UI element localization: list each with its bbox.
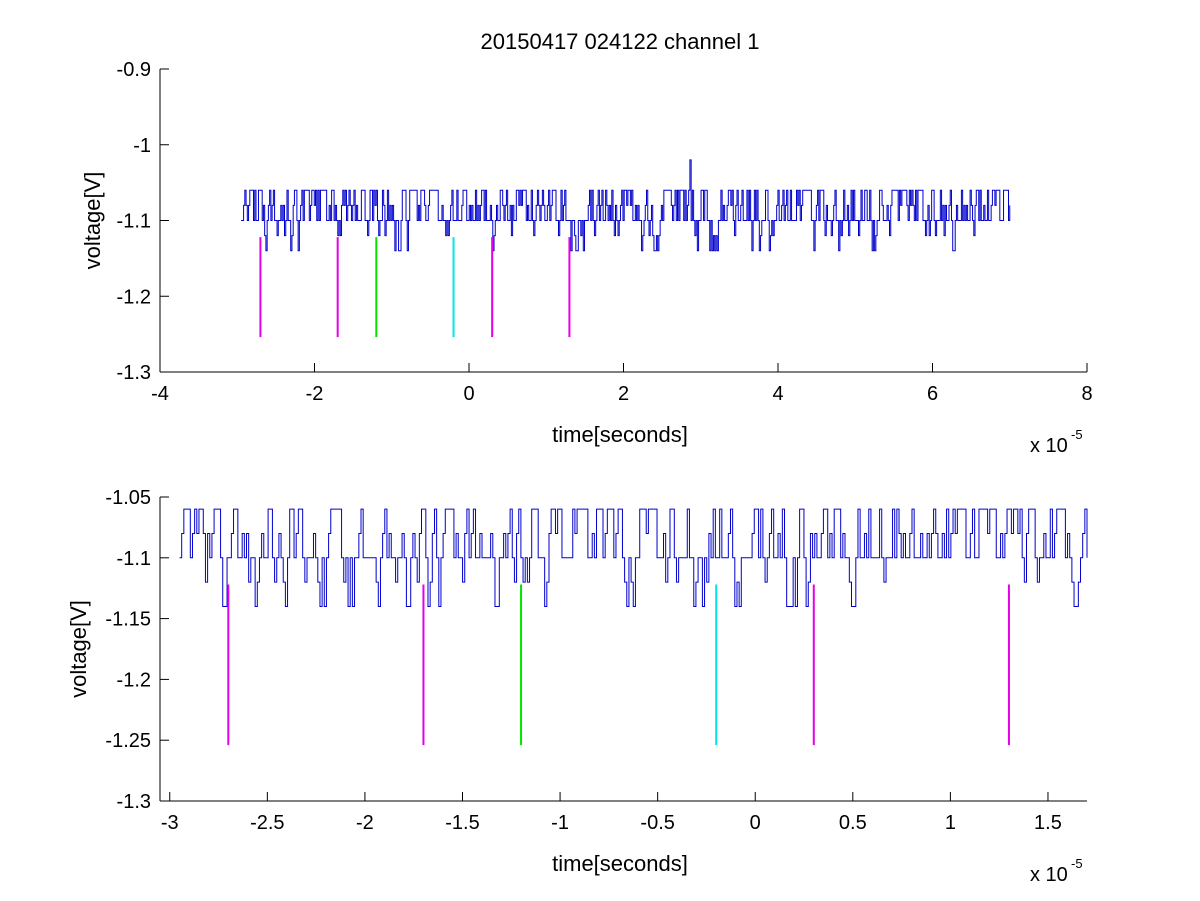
x-tick-label: -4 [151, 383, 169, 405]
plot-1: -4 -2 0 2 4 6 8 -1.3 -1.2 -1.1 -1 -0.9 time[seconds]… [80, 59, 1093, 457]
y-tick-label: -1.1 [117, 211, 151, 233]
x-tick-label: 0 [463, 383, 474, 405]
x-tick-label: -2 [306, 383, 324, 405]
x-tick-label: -1.5 [445, 812, 479, 834]
series-line [241, 159, 1011, 252]
y-tick-label: -1.25 [105, 730, 151, 752]
y-tick-label: -1 [133, 135, 151, 157]
x-tick-label: 6 [927, 383, 938, 405]
y-axis-label: voltage[V] [66, 600, 91, 698]
x-tick-label: 1 [945, 812, 956, 834]
x-tick-label: -2 [356, 812, 374, 834]
x-tick-label: 0.5 [839, 812, 867, 834]
x-tick-label: 4 [772, 383, 783, 405]
y-tick-label: -1.2 [117, 286, 151, 308]
x-axis-label: time[seconds] [552, 851, 688, 876]
x-tick-label: -0.5 [640, 812, 674, 834]
x-tick-label: 0 [750, 812, 761, 834]
x-tick-label: 8 [1081, 383, 1092, 405]
x-multiplier-exponent: -5 [1071, 427, 1083, 442]
x-tick-label: 2 [618, 383, 629, 405]
x-tick-label: -2.5 [250, 812, 284, 834]
x-multiplier-label: x 10 [1030, 864, 1068, 886]
y-tick-label: -1.2 [117, 669, 151, 691]
y-tick-label: -1.1 [117, 548, 151, 570]
y-tick-label: -1.15 [105, 609, 151, 631]
x-multiplier-exponent: -5 [1071, 856, 1083, 871]
y-tick-label: -1.3 [117, 791, 151, 813]
x-axis-label: time[seconds] [552, 422, 688, 447]
plot-2: -3 -2.5 -2 -1.5 -1 -0.5 0 0.5 1 1.5 -1.3 -1.25 -1.2 -… [66, 487, 1088, 886]
y-tick-label: -1.05 [105, 487, 151, 509]
series-line [179, 508, 1088, 607]
x-multiplier-label: x 10 [1030, 435, 1068, 457]
y-tick-label: -0.9 [117, 59, 151, 81]
x-tick-label: 1.5 [1034, 812, 1062, 834]
y-axis-label: voltage[V] [80, 172, 105, 270]
x-tick-label: -3 [161, 812, 179, 834]
y-tick-label: -1.3 [117, 362, 151, 384]
x-tick-label: -1 [551, 812, 569, 834]
figure-title: 20150417 024122 channel 1 [481, 29, 760, 54]
